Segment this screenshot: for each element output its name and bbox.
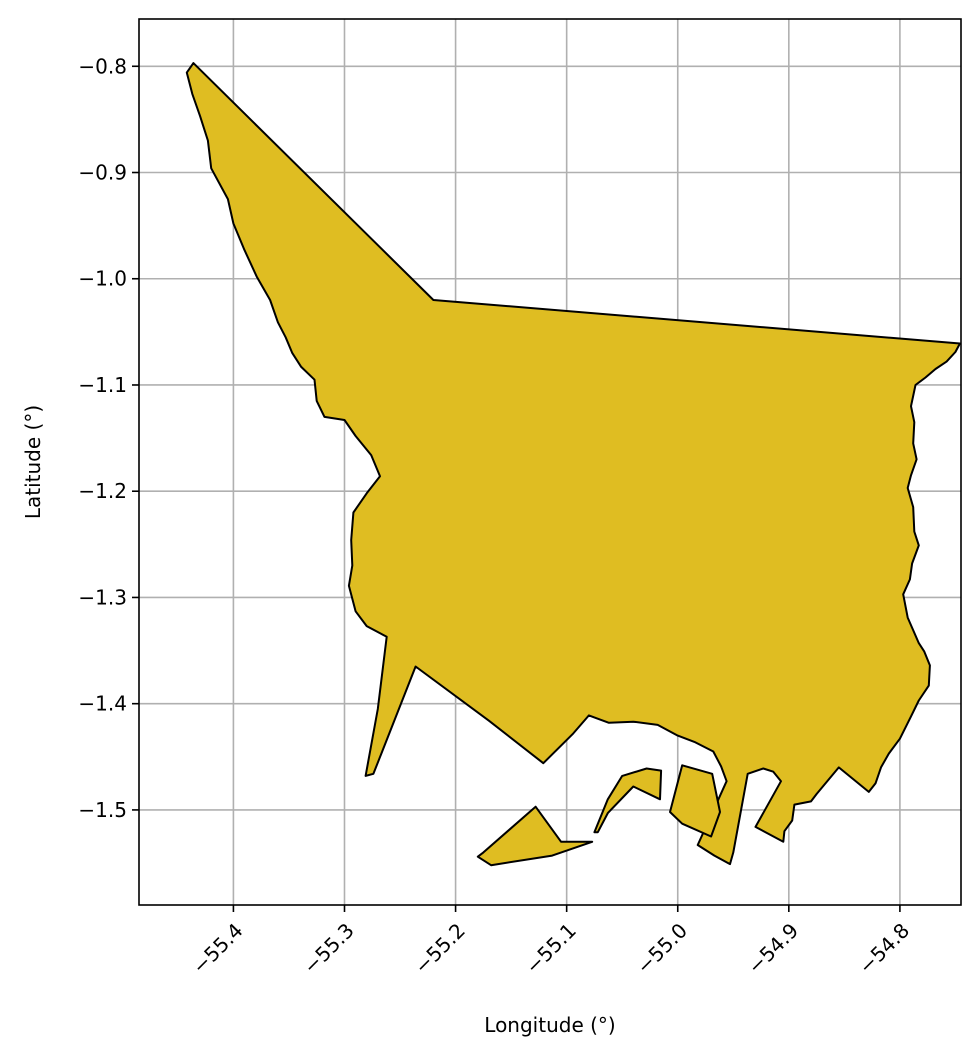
y-tick-label: −1.1: [78, 373, 127, 397]
y-tick-label: −0.8: [78, 54, 127, 78]
region-island-polygon: [669, 764, 721, 838]
y-tick-label: −0.9: [78, 161, 127, 185]
region-island-polygon: [476, 805, 594, 867]
y-tick-label: −1.4: [78, 692, 127, 716]
x-axis-title: Longitude (°): [484, 1013, 615, 1037]
y-tick-labels: −0.8 −0.9 −1.0 −1.1 −1.2 −1.3 −1.4 −1.5: [78, 54, 127, 822]
region-layer: [185, 62, 961, 867]
plot-frame: [138, 18, 962, 906]
y-tick-label: −1.2: [78, 479, 127, 503]
region-island-polygon: [593, 767, 663, 834]
y-tick-label: −1.5: [78, 798, 127, 822]
ticks: [132, 65, 901, 912]
y-axis-title: Latitude (°): [21, 405, 45, 519]
region-main-polygon: [185, 62, 961, 866]
y-tick-label: −1.3: [78, 585, 127, 609]
y-tick-label: −1.0: [78, 267, 127, 291]
